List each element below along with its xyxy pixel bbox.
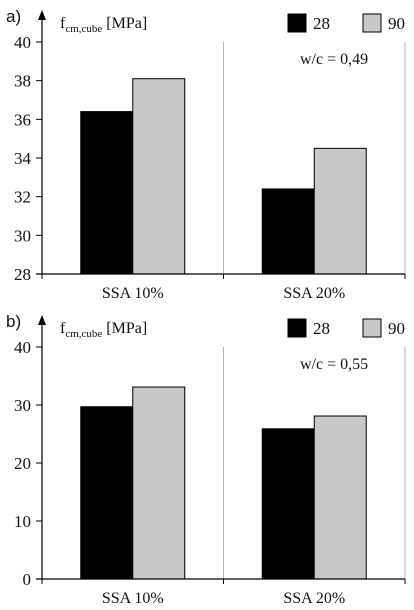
panel-a-y-tick-label: 38: [14, 72, 31, 91]
panel-a-y-tick-label: 40: [14, 33, 31, 52]
panel-b-y-tick-label: 40: [14, 338, 31, 357]
panel-a-category-label: SSA 10%: [102, 285, 164, 302]
panel-b-bar-28-1: [80, 406, 134, 580]
panel-b-bar-90-1: [132, 386, 186, 580]
panel-b-legend-label-90: 90: [388, 319, 405, 338]
panel-a-bar-28-2: [261, 188, 315, 275]
panel-a-annotation: w/c = 0,49: [300, 51, 368, 68]
panel-b-category-label: SSA 20%: [283, 590, 345, 605]
panel-a-panel-label: a): [6, 7, 21, 26]
panel-b-y-tick-label: 30: [14, 396, 31, 415]
panel-a-category-label: SSA 20%: [283, 285, 345, 302]
panel-a-legend-label-28: 28: [313, 14, 330, 33]
panel-b-annotation: w/c = 0,55: [300, 356, 368, 373]
panel-a-y-tick-label: 30: [14, 226, 31, 245]
panel-a-y-tick-label: 28: [14, 265, 31, 284]
panel-b-legend-label-28: 28: [313, 319, 330, 338]
panel-b-bar-28-2: [261, 428, 315, 580]
panel-b-legend-swatch-28: [287, 318, 307, 338]
panel-a-bar-90-2: [313, 147, 367, 275]
panel-a-bar-28-1: [80, 111, 134, 275]
panel-b-bar-90-2: [313, 415, 367, 580]
panel-b-y-tick-label: 10: [14, 512, 31, 531]
panel-a-legend-label-90: 90: [388, 14, 405, 33]
panel-a-y-tick-label: 34: [14, 149, 32, 168]
panel-a-y-axis-arrow: [38, 10, 46, 20]
panel-a-legend-swatch-28: [287, 13, 307, 33]
panel-b-y-axis-arrow: [38, 315, 46, 325]
panel-a-y-tick-label: 32: [14, 188, 31, 207]
panel-b-y-tick-label: 20: [14, 454, 31, 473]
panel-b-legend-swatch-90: [362, 318, 382, 338]
panel-b-category-label: SSA 10%: [102, 590, 164, 605]
panel-b-y-axis-label: fcm,cube [MPa]: [60, 320, 147, 340]
panel-a-y-tick-label: 36: [14, 110, 31, 129]
panel-a-bar-90-1: [132, 78, 186, 275]
panel-b-panel-label: b): [6, 312, 21, 331]
panel-a-legend-swatch-90: [362, 13, 382, 33]
panel-b-y-tick-label: 0: [23, 570, 32, 589]
panel-a-y-axis-label: fcm,cube [MPa]: [60, 15, 147, 35]
